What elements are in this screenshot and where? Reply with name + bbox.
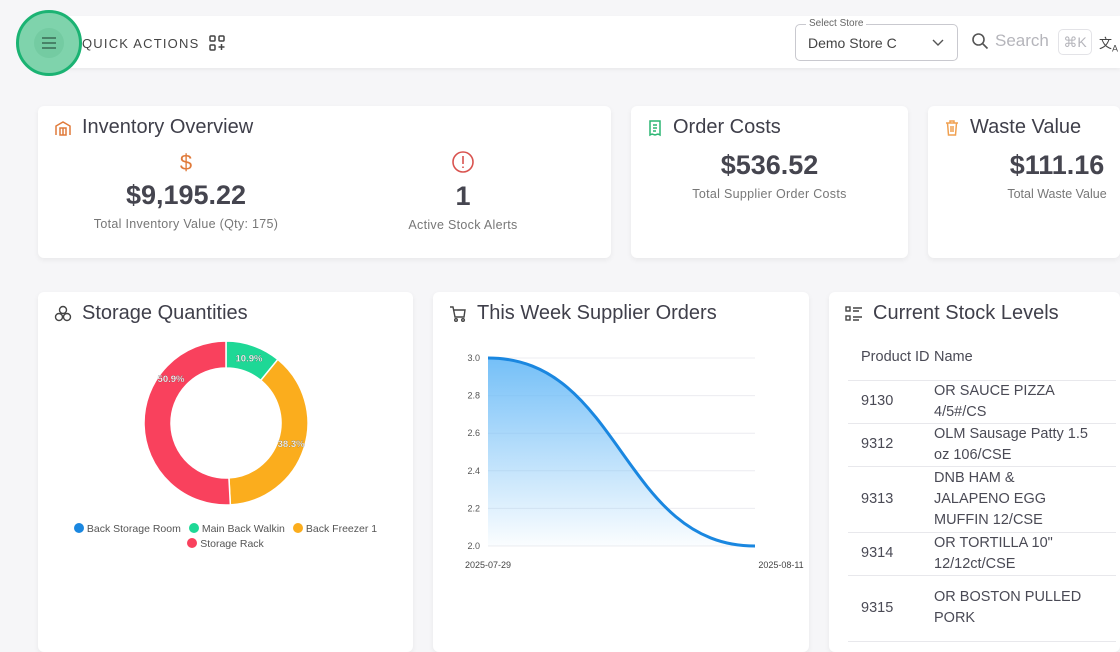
- order-costs-value: $536.52: [720, 150, 819, 180]
- cart-icon: [450, 305, 466, 322]
- warehouse-icon: [55, 120, 71, 136]
- legend-dot: [292, 523, 303, 533]
- storage-quantities-card: Storage Quantities 10.9% 38.3% 50.9% Back …: [38, 292, 413, 652]
- product-name-cell: DNB HAM & JALAPENO EGG MUFFIN 12/CSE: [934, 466, 1116, 533]
- y-tick-label: 2.4: [467, 466, 480, 476]
- waste-value-card: Waste Value $111.16 Total Waste Value: [928, 106, 1120, 258]
- x-tick-label: 2025-07-29: [465, 560, 511, 570]
- series-line: [487, 356, 756, 548]
- hamburger-icon: [42, 37, 56, 49]
- total-inventory-value: $9,195.22: [125, 180, 247, 210]
- x-tick-label: 2025-08-11: [758, 560, 803, 570]
- legend-item[interactable]: Back Freezer 1: [292, 523, 378, 535]
- product-id-cell: 9313: [848, 466, 934, 533]
- supplier-orders-area-chart: 2.0 2.2 2.4 2.6 2.8 3.0 2025-07-29 2025-08-11: [465, 353, 804, 570]
- y-tick-label: 2.2: [467, 503, 480, 513]
- legend-label: Back Freezer 1: [305, 523, 378, 535]
- quick-actions-label: QUICK ACTIONS: [82, 35, 200, 51]
- store-select[interactable]: Select Store Demo Store C: [795, 18, 958, 61]
- chart-legend: Back Storage Room Main Back Walkin Back Fr…: [38, 522, 413, 552]
- product-name-cell: OR SAUCE PIZZA 4/5#/CS: [934, 380, 1116, 424]
- donut-slice[interactable]: [228, 358, 309, 506]
- table-row[interactable]: 9313 DNB HAM & JALAPENO EGG MUFFIN 12/CSE: [848, 466, 1116, 533]
- stock-table: Product ID Name 9130 OR SAUCE PIZZA 4/5#/C…: [848, 335, 1116, 642]
- slice-label: 10.9%: [236, 353, 263, 364]
- quick-actions-button[interactable]: QUICK ACTIONS: [82, 35, 226, 51]
- column-header: Product ID: [848, 335, 934, 381]
- search-icon: [972, 33, 989, 50]
- legend-dot: [187, 538, 198, 548]
- legend-label: Main Back Walkin: [201, 523, 285, 535]
- legend-item[interactable]: Main Back Walkin: [188, 523, 285, 535]
- product-name-cell: OR BOSTON PULLED PORK: [934, 575, 1116, 642]
- inventory-overview-card: Inventory Overview $ $9,195.22 Total Inv…: [38, 106, 611, 258]
- y-tick-label: 2.8: [467, 391, 480, 401]
- current-stock-card: Current Stock Levels Product ID Name 9130…: [829, 292, 1120, 652]
- translate-icon[interactable]: 文A: [1099, 36, 1119, 54]
- y-tick-label: 2.6: [467, 428, 480, 438]
- slice-label: 38.3%: [278, 439, 305, 450]
- legend-dot: [188, 523, 199, 533]
- card-title: Storage Quantities: [82, 302, 248, 324]
- legend-label: Back Storage Room: [86, 523, 181, 535]
- card-title: Current Stock Levels: [873, 302, 1059, 324]
- trash-icon: [946, 119, 958, 136]
- card-title: Waste Value: [970, 116, 1082, 138]
- grid-plus-icon: [209, 35, 226, 51]
- chevron-down-icon: [932, 39, 944, 46]
- supplier-orders-card: This Week Supplier Orders 2.0 2.2 2.4 2.6 2.…: [433, 292, 809, 652]
- search-button[interactable]: Search: [971, 31, 1049, 51]
- card-title: This Week Supplier Orders: [477, 302, 717, 324]
- y-tick-label: 3.0: [467, 353, 480, 363]
- product-name-cell: OR TORTILLA 10" 12/12ct/CSE: [934, 532, 1116, 576]
- store-select-label: Select Store: [806, 18, 867, 29]
- product-id-cell: 9314: [848, 532, 934, 576]
- total-inventory-label: Total Inventory Value (Qty: 175): [93, 217, 279, 231]
- receipt-icon: [649, 119, 661, 136]
- shortcut-badge: ⌘K: [1058, 29, 1092, 55]
- legend-item[interactable]: Back Storage Room: [73, 523, 181, 535]
- order-costs-card: Order Costs $536.52 Total Supplier Order …: [631, 106, 908, 258]
- table-row[interactable]: 9315 OR BOSTON PULLED PORK: [848, 575, 1116, 642]
- donut-slice[interactable]: [143, 340, 232, 506]
- legend-dot: [73, 523, 84, 533]
- search-placeholder: Search: [995, 31, 1049, 50]
- menu-button[interactable]: [16, 10, 82, 76]
- order-costs-label: Total Supplier Order Costs: [692, 187, 847, 201]
- product-id-cell: 9130: [848, 380, 934, 424]
- dollar-icon: $: [179, 150, 193, 175]
- column-header: Name: [934, 335, 1116, 381]
- product-id-cell: 9312: [848, 423, 934, 467]
- alert-circle-icon: [452, 151, 474, 173]
- waste-value-label: Total Waste Value: [1007, 187, 1107, 201]
- table-row[interactable]: 9314 OR TORTILLA 10" 12/12ct/CSE: [848, 532, 1116, 576]
- store-select-value: Demo Store C: [808, 35, 897, 51]
- active-alerts-label: Active Stock Alerts: [408, 218, 518, 232]
- legend-label: Storage Rack: [200, 538, 264, 550]
- card-title: Order Costs: [673, 116, 781, 138]
- list-icon: [845, 305, 862, 321]
- waste-value: $111.16: [1009, 150, 1105, 180]
- boxes-icon: [54, 305, 72, 321]
- table-row[interactable]: 9130 OR SAUCE PIZZA 4/5#/CS: [848, 380, 1116, 424]
- card-title: Inventory Overview: [82, 116, 254, 138]
- storage-donut-chart: 10.9% 38.3% 50.9%: [143, 340, 309, 506]
- y-tick-label: 2.0: [467, 541, 480, 551]
- product-id-cell: 9315: [848, 575, 934, 642]
- product-name-cell: OLM Sausage Patty 1.5 oz 106/CSE: [934, 423, 1116, 467]
- table-row[interactable]: 9312 OLM Sausage Patty 1.5 oz 106/CSE: [848, 423, 1116, 467]
- slice-label: 50.9%: [158, 374, 185, 385]
- legend-item[interactable]: Storage Rack: [187, 538, 264, 550]
- active-alerts-count: 1: [455, 181, 471, 211]
